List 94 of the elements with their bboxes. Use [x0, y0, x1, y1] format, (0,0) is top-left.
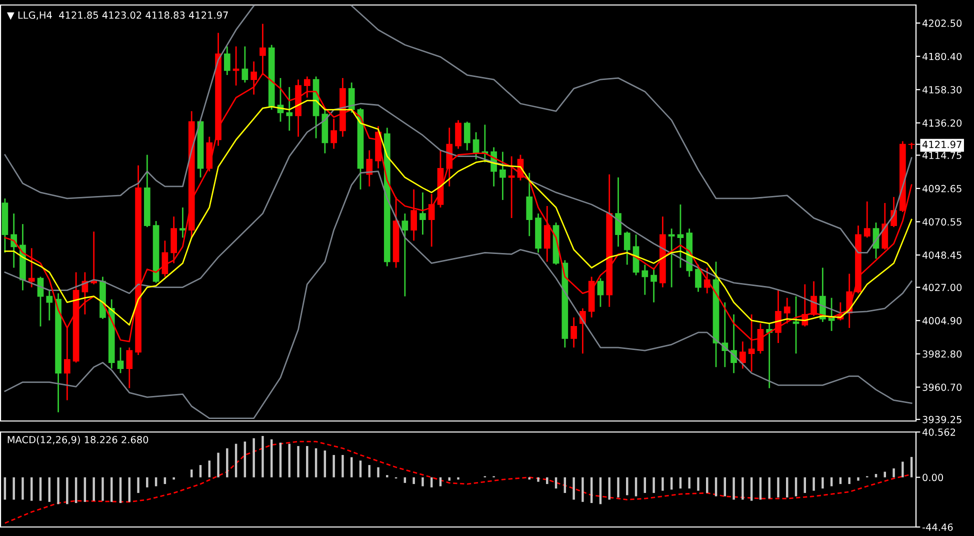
- bar: [92, 477, 95, 501]
- y-tick-label: 4048.45: [922, 251, 962, 259]
- bar: [874, 474, 878, 478]
- bar: [830, 477, 833, 486]
- bar: [12, 477, 15, 500]
- bar: [84, 477, 86, 502]
- bar: [902, 462, 904, 478]
- bar: [279, 442, 282, 478]
- y-tick-label: 3939.25: [922, 416, 962, 424]
- y-tick-label: 0.00: [922, 474, 943, 482]
- y-tick-label: 4027.00: [922, 284, 962, 292]
- bar: [714, 477, 718, 496]
- bar: [252, 438, 255, 478]
- bar: [457, 477, 460, 480]
- bar: [430, 477, 433, 488]
- bar: [359, 460, 362, 478]
- line-series: [350, 5, 912, 254]
- bar: [190, 470, 193, 478]
- y-tick-label: 4158.30: [922, 86, 962, 94]
- bar: [617, 477, 620, 498]
- bar: [750, 477, 753, 501]
- bar: [848, 477, 850, 484]
- bar: [306, 446, 308, 478]
- bar: [412, 477, 415, 484]
- line-series: [4, 170, 912, 419]
- bar: [732, 477, 735, 500]
- bar: [368, 465, 370, 478]
- bar: [822, 477, 824, 488]
- bar: [102, 477, 104, 501]
- bar: [377, 467, 380, 478]
- bar: [537, 477, 540, 482]
- bar: [234, 444, 238, 478]
- bar: [662, 477, 664, 491]
- y-tick-label: -44.46: [922, 523, 953, 531]
- bar: [22, 477, 24, 500]
- bar: [794, 477, 798, 496]
- bar: [172, 477, 175, 480]
- bar: [66, 477, 68, 504]
- bar: [697, 477, 700, 491]
- y-tick-label: 3960.70: [922, 384, 962, 391]
- bar: [652, 477, 655, 493]
- bar: [208, 460, 210, 478]
- bar: [812, 477, 815, 491]
- bar: [768, 477, 770, 499]
- bar: [39, 477, 42, 501]
- bar: [634, 477, 638, 496]
- bar: [226, 448, 228, 478]
- bar: [724, 477, 726, 496]
- y-tick-label: 4136.20: [922, 119, 962, 127]
- y-tick-label: 4202.50: [922, 20, 962, 27]
- line-series: [4, 5, 255, 200]
- bar: [288, 444, 290, 478]
- bar: [110, 477, 113, 502]
- bar: [244, 442, 246, 478]
- chart-title: MACD(12,26,9) 18.226 2.680: [8, 436, 148, 444]
- bar: [608, 477, 610, 500]
- bar: [154, 477, 158, 486]
- bar: [342, 454, 344, 478]
- bar: [350, 457, 353, 478]
- bar: [884, 472, 886, 478]
- bar: [910, 456, 913, 478]
- bar: [270, 439, 273, 478]
- bar: [324, 450, 326, 478]
- y-tick-label: 40.562: [922, 428, 956, 436]
- bar: [422, 477, 424, 486]
- bar: [297, 446, 300, 478]
- y-tick-label: 4092.65: [922, 184, 962, 192]
- bar: [146, 477, 148, 488]
- y-tick-label: 3982.80: [922, 350, 962, 358]
- bar: [314, 448, 318, 478]
- bar: [30, 477, 33, 501]
- bar: [199, 465, 202, 478]
- bar: [48, 477, 50, 502]
- y-tick-label: 4121.97: [922, 140, 962, 148]
- y-tick-label: 4180.40: [922, 52, 962, 60]
- bar: [128, 477, 130, 502]
- bar: [572, 477, 575, 500]
- bar: [857, 477, 860, 481]
- text: ▼ LLG,H4 4121.85 4123.02 4118.83 4121.97: [6, 11, 228, 20]
- bar: [217, 452, 220, 478]
- bar: [332, 454, 335, 478]
- bar: [57, 477, 60, 504]
- bar: [582, 477, 584, 502]
- bar: [688, 477, 690, 488]
- bar: [439, 477, 442, 486]
- y-tick-label: 4004.90: [922, 317, 962, 324]
- y-tick-label: 4070.55: [922, 218, 962, 226]
- bar: [528, 477, 530, 480]
- bar: [137, 477, 140, 493]
- bar: [892, 468, 895, 478]
- bar: [777, 477, 780, 498]
- y-tick-label: 4114.75: [922, 152, 962, 160]
- bar: [742, 477, 744, 500]
- bar: [262, 436, 264, 478]
